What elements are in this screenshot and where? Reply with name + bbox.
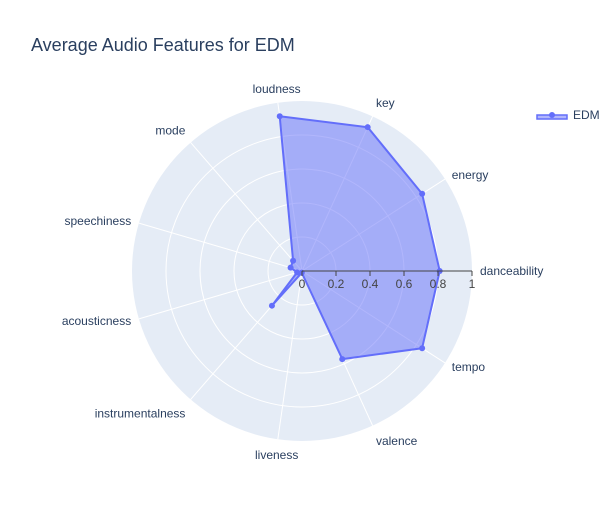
angular-label-energy: energy xyxy=(452,168,489,182)
angular-grid-line-speechiness xyxy=(138,222,303,272)
angular-grid-line-mode xyxy=(190,142,303,272)
radial-tick-label-5: 1 xyxy=(469,277,476,291)
series-area-EDM xyxy=(270,115,441,361)
polar-plot-area: 0 0.2 0.4 0.6 0.8 1 danceability energy key loudn… xyxy=(62,82,544,462)
radial-tick-label-0: 0 xyxy=(299,277,306,291)
angular-label-mode: mode xyxy=(155,123,185,137)
angular-label-danceability: danceability xyxy=(480,264,543,278)
angular-label-tempo: tempo xyxy=(452,360,486,374)
legend[interactable]: EDM xyxy=(536,108,600,122)
radial-tick-label-2: 0.4 xyxy=(362,277,379,291)
angular-label-valence: valence xyxy=(376,434,418,448)
data-point-acousticness xyxy=(294,269,301,276)
angular-label-acousticness: acousticness xyxy=(62,314,131,328)
data-point-loudness xyxy=(276,113,283,120)
radial-tick-label-4: 0.8 xyxy=(430,277,447,291)
data-point-speechiness xyxy=(287,264,294,271)
data-point-tempo xyxy=(419,345,426,352)
legend-label-EDM: EDM xyxy=(573,108,600,122)
data-point-energy xyxy=(419,190,426,197)
legend-marker-EDM xyxy=(549,112,555,118)
chart-title: Average Audio Features for EDM xyxy=(31,35,295,55)
radial-tick-label-1: 0.2 xyxy=(328,277,345,291)
data-point-key xyxy=(364,124,371,131)
angular-label-instrumentalness: instrumentalness xyxy=(95,407,186,421)
angular-grid-line-liveness xyxy=(277,270,303,440)
data-point-valence xyxy=(339,356,346,363)
angular-label-key: key xyxy=(376,96,395,110)
data-point-instrumentalness xyxy=(268,302,275,309)
radial-tick-label-3: 0.6 xyxy=(396,277,413,291)
angular-label-liveness: liveness xyxy=(255,448,298,462)
angular-label-loudness: loudness xyxy=(253,82,301,96)
angular-grid-line-acousticness xyxy=(138,270,303,320)
angular-label-speechiness: speechiness xyxy=(64,214,131,228)
data-point-mode xyxy=(290,257,297,264)
